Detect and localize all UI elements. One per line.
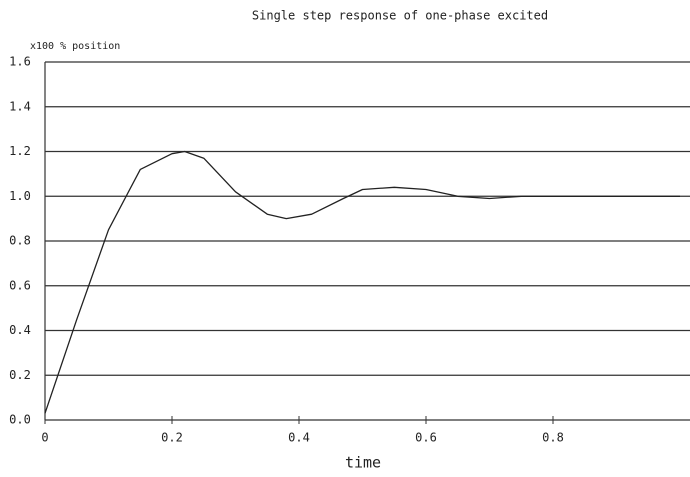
y-tick-label: 0.8 <box>9 234 31 248</box>
y-tick-label: 1.2 <box>9 144 31 158</box>
x-tick-label: 0.2 <box>161 431 183 445</box>
y-tick-label: 1.4 <box>9 99 31 113</box>
y-tick-label: 0.2 <box>9 368 31 382</box>
x-axis-label: time <box>345 454 381 472</box>
y-tick-label: 0.0 <box>9 413 31 427</box>
line <box>44 150 680 414</box>
y-tick-label: 0.4 <box>9 323 31 337</box>
x-tick-label: 0.8 <box>542 431 564 445</box>
x-tick-label: 0.4 <box>288 431 310 445</box>
x-tick-label: 0 <box>41 431 48 445</box>
y-tick-label: 1.6 <box>9 55 31 69</box>
y-axis-label: x100 % position <box>30 41 120 52</box>
y-tick-label: 0.6 <box>9 278 31 292</box>
y-tick-label: 1.0 <box>9 189 31 203</box>
x-tick-label: 0.6 <box>415 431 437 445</box>
chart-title: Single step response of one-phase excite… <box>252 9 548 23</box>
